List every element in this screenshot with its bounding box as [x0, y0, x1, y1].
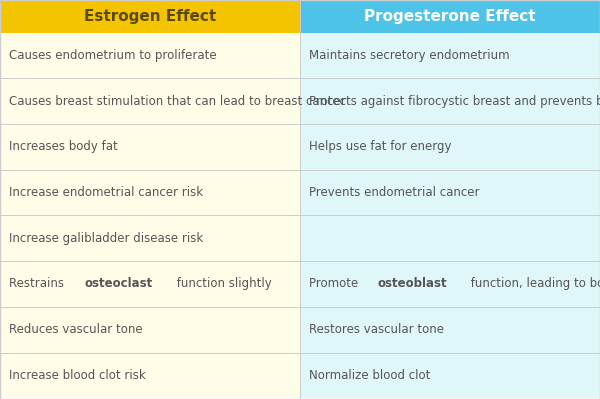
FancyBboxPatch shape	[0, 307, 300, 353]
Text: Helps use fat for energy: Helps use fat for energy	[309, 140, 452, 154]
Text: Prevents endometrial cancer: Prevents endometrial cancer	[309, 186, 479, 199]
FancyBboxPatch shape	[0, 261, 300, 307]
Text: Increase endometrial cancer risk: Increase endometrial cancer risk	[9, 186, 203, 199]
FancyBboxPatch shape	[0, 79, 300, 124]
Text: Reduces vascular tone: Reduces vascular tone	[9, 323, 143, 336]
Text: Maintains secretory endometrium: Maintains secretory endometrium	[309, 49, 509, 62]
FancyBboxPatch shape	[300, 33, 600, 79]
Text: Promote: Promote	[309, 277, 362, 290]
FancyBboxPatch shape	[300, 124, 600, 170]
Text: Increase blood clot risk: Increase blood clot risk	[9, 369, 146, 382]
FancyBboxPatch shape	[0, 353, 300, 398]
Text: Increases body fat: Increases body fat	[9, 140, 118, 154]
FancyBboxPatch shape	[300, 307, 600, 353]
Text: Progesterone Effect: Progesterone Effect	[364, 9, 536, 24]
Text: Increase galibladder disease risk: Increase galibladder disease risk	[9, 232, 203, 245]
Text: Causes endometrium to proliferate: Causes endometrium to proliferate	[9, 49, 217, 62]
Text: Estrogen Effect: Estrogen Effect	[84, 9, 216, 24]
FancyBboxPatch shape	[0, 170, 300, 215]
Text: osteoclast: osteoclast	[85, 277, 153, 290]
FancyBboxPatch shape	[300, 353, 600, 398]
FancyBboxPatch shape	[300, 79, 600, 124]
FancyBboxPatch shape	[0, 215, 300, 261]
FancyBboxPatch shape	[0, 0, 300, 33]
Text: function slightly: function slightly	[173, 277, 272, 290]
Text: osteoblast: osteoblast	[377, 277, 447, 290]
FancyBboxPatch shape	[300, 170, 600, 215]
Text: Normalize blood clot: Normalize blood clot	[309, 369, 430, 382]
Text: function, leading to bone growth: function, leading to bone growth	[467, 277, 600, 290]
FancyBboxPatch shape	[300, 215, 600, 261]
FancyBboxPatch shape	[300, 0, 600, 33]
FancyBboxPatch shape	[0, 124, 300, 170]
Text: Causes breast stimulation that can lead to breast cancer: Causes breast stimulation that can lead …	[9, 95, 346, 108]
Text: Protects against fibrocystic breast and prevents breast cancer: Protects against fibrocystic breast and …	[309, 95, 600, 108]
Text: Restrains: Restrains	[9, 277, 68, 290]
FancyBboxPatch shape	[0, 33, 300, 79]
Text: Restores vascular tone: Restores vascular tone	[309, 323, 444, 336]
FancyBboxPatch shape	[300, 261, 600, 307]
